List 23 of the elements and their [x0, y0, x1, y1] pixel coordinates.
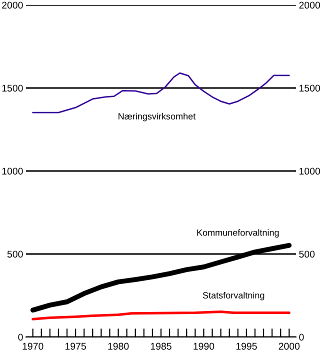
x-tick-label: 1980: [108, 342, 129, 350]
line-series: [32, 310, 290, 320]
y2-tick-label: 1000: [300, 168, 320, 175]
line-series: [32, 72, 290, 114]
y2-tick-label: 1500: [300, 84, 320, 92]
x-tick-label: 1970: [22, 342, 44, 350]
y-tick-label: 2000: [2, 2, 23, 9]
y2-tick-label: 500: [299, 250, 315, 258]
series-label: Kommuneforvaltning: [197, 229, 279, 238]
x-tick-label: 1985: [150, 342, 172, 350]
y-tick-label: 1500: [2, 84, 23, 92]
x-tick-label: 1990: [194, 342, 214, 350]
y2-tick-label: 2000: [299, 2, 320, 9]
y-tick-label: 500: [7, 250, 23, 258]
x-tick-label: 1975: [65, 342, 86, 350]
line-series: [30, 242, 292, 313]
y-tick-label: 1000: [2, 168, 23, 175]
y2-tick-label: 0: [299, 334, 304, 341]
series-label: Næringsvirksomhet: [118, 112, 196, 122]
y-tick-label: 0: [18, 334, 23, 341]
series-label: Statsforvaltning: [202, 292, 264, 300]
x-tick-label: 1995: [236, 342, 257, 350]
x-tick-label: 2000: [278, 342, 300, 350]
